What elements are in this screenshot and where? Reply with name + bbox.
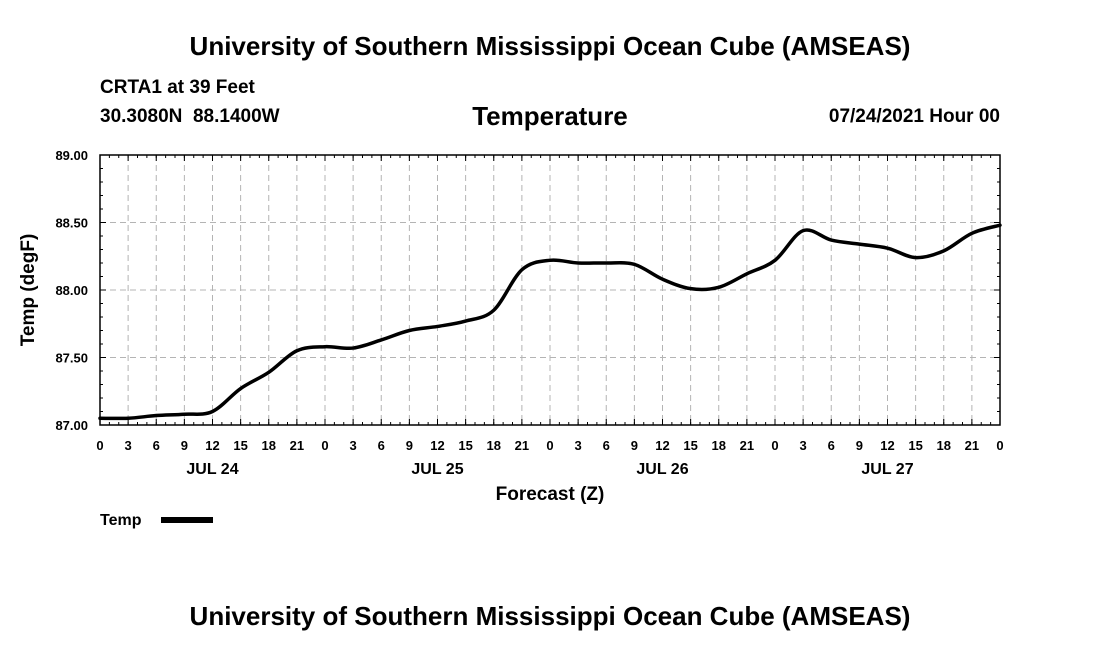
x-tick-label: 21 bbox=[515, 438, 529, 453]
x-tick-label: 9 bbox=[631, 438, 638, 453]
x-tick-label: 0 bbox=[771, 438, 778, 453]
x-tick-label: 0 bbox=[546, 438, 553, 453]
x-tick-label: 3 bbox=[350, 438, 357, 453]
axis-labels: 87.00 87.50 88.00 88.50 89.00 0 3 6 9 12 15 18 21 0 3 6… bbox=[55, 148, 1003, 478]
coordinates-label: 30.3080N 88.1400W bbox=[100, 106, 280, 127]
footer-title: University of Southern Mississippi Ocean… bbox=[189, 601, 911, 631]
y-tick-label: 89.00 bbox=[55, 148, 88, 163]
x-axis-title: Forecast (Z) bbox=[496, 484, 605, 505]
x-tick-label: 9 bbox=[406, 438, 413, 453]
x-tick-label: 12 bbox=[880, 438, 894, 453]
y-tick-label: 88.50 bbox=[55, 216, 88, 231]
day-label: JUL 27 bbox=[861, 461, 913, 478]
x-tick-label: 9 bbox=[181, 438, 188, 453]
x-tick-label: 15 bbox=[908, 438, 922, 453]
x-tick-label: 21 bbox=[965, 438, 979, 453]
legend-label: Temp bbox=[100, 512, 142, 529]
series-line-temp bbox=[98, 223, 1002, 421]
x-tick-label: 21 bbox=[740, 438, 754, 453]
legend: Temp bbox=[100, 512, 213, 529]
x-tick-label: 18 bbox=[712, 438, 726, 453]
day-label: JUL 26 bbox=[636, 461, 688, 478]
y-axis-title: Temp (degF) bbox=[18, 234, 39, 347]
x-tick-label: 15 bbox=[233, 438, 247, 453]
x-tick-label: 6 bbox=[828, 438, 835, 453]
x-tick-label: 6 bbox=[603, 438, 610, 453]
y-tick-label: 87.50 bbox=[55, 351, 88, 366]
y-tick-label: 88.00 bbox=[55, 283, 88, 298]
x-tick-label: 6 bbox=[378, 438, 385, 453]
series-layer bbox=[98, 223, 1002, 421]
x-tick-label: 18 bbox=[487, 438, 501, 453]
x-tick-label: 6 bbox=[153, 438, 160, 453]
x-tick-label: 12 bbox=[430, 438, 444, 453]
forecast-datetime: 07/24/2021 Hour 00 bbox=[828, 106, 1000, 127]
x-tick-label: 15 bbox=[683, 438, 697, 453]
page-title: University of Southern Mississippi Ocean… bbox=[189, 31, 911, 61]
axis-ticks bbox=[99, 154, 1001, 426]
day-label: JUL 25 bbox=[411, 461, 463, 478]
x-tick-label: 0 bbox=[96, 438, 103, 453]
x-tick-label: 3 bbox=[800, 438, 807, 453]
x-tick-label: 3 bbox=[125, 438, 132, 453]
variable-title: Temperature bbox=[472, 101, 628, 131]
x-tick-label: 0 bbox=[321, 438, 328, 453]
x-tick-label: 12 bbox=[205, 438, 219, 453]
grid-lines bbox=[100, 155, 1000, 425]
day-label: JUL 24 bbox=[186, 461, 238, 478]
x-tick-label: 18 bbox=[262, 438, 276, 453]
x-tick-label: 18 bbox=[937, 438, 951, 453]
x-tick-label: 21 bbox=[290, 438, 304, 453]
y-tick-label: 87.00 bbox=[55, 418, 88, 433]
x-tick-label: 0 bbox=[996, 438, 1003, 453]
x-tick-label: 15 bbox=[458, 438, 472, 453]
x-tick-label: 12 bbox=[655, 438, 669, 453]
x-tick-label: 3 bbox=[575, 438, 582, 453]
legend-swatch bbox=[161, 517, 213, 523]
x-tick-label: 9 bbox=[856, 438, 863, 453]
station-label: CRTA1 at 39 Feet bbox=[100, 77, 255, 98]
